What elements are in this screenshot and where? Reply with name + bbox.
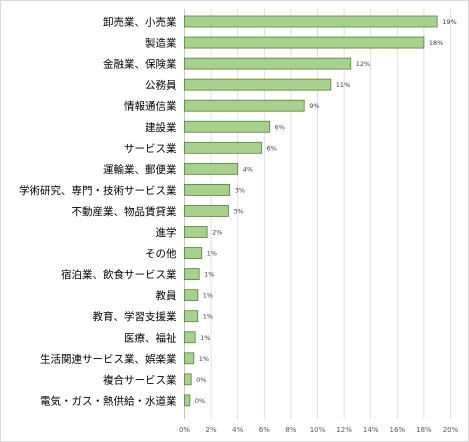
bar bbox=[184, 352, 195, 365]
category-label: 製造業 bbox=[145, 37, 177, 50]
category-label: 情報通信業 bbox=[124, 100, 177, 113]
value-label: 9% bbox=[309, 102, 319, 110]
x-tick-label: 20% bbox=[443, 426, 459, 434]
category-label: 公務員 bbox=[145, 79, 177, 92]
value-label: 19% bbox=[442, 18, 456, 26]
x-tick-label: 16% bbox=[390, 426, 406, 434]
category-label: 医療、福祉 bbox=[124, 331, 177, 344]
value-label: 1% bbox=[203, 292, 213, 300]
x-tick-label: 10% bbox=[310, 426, 326, 434]
bar bbox=[184, 162, 239, 175]
category-label: サービス業 bbox=[124, 142, 177, 155]
bar bbox=[184, 373, 192, 386]
bar bbox=[184, 331, 196, 344]
category-label: 生活関連サービス業、娯楽業 bbox=[40, 352, 177, 365]
bar bbox=[184, 120, 271, 133]
value-label: 6% bbox=[267, 144, 277, 152]
x-tick-label: 4% bbox=[232, 426, 243, 434]
bar bbox=[184, 205, 229, 217]
bar bbox=[184, 310, 199, 323]
bar bbox=[184, 289, 199, 302]
value-label: 1% bbox=[204, 271, 214, 279]
bar bbox=[184, 247, 203, 259]
category-label: 卸売業、小売業 bbox=[103, 16, 177, 29]
bar bbox=[184, 226, 208, 238]
value-label: 3% bbox=[233, 207, 243, 215]
value-label: 4% bbox=[243, 165, 253, 173]
bar bbox=[184, 36, 425, 49]
category-label: 宿泊業、飲食サービス業 bbox=[61, 268, 177, 281]
value-label: 1% bbox=[207, 250, 217, 258]
bar bbox=[184, 99, 305, 112]
value-label: 6% bbox=[275, 123, 285, 131]
bar bbox=[184, 57, 352, 70]
category-label: 運輸業、郵便業 bbox=[103, 163, 177, 176]
value-label: 12% bbox=[356, 60, 370, 68]
category-label: 教育、学習支援業 bbox=[93, 310, 177, 323]
category-label: その他 bbox=[145, 247, 177, 260]
bar bbox=[184, 78, 332, 91]
x-tick-label: 8% bbox=[285, 426, 296, 434]
x-tick-label: 14% bbox=[363, 426, 379, 434]
value-label: 18% bbox=[429, 39, 443, 47]
bar bbox=[184, 183, 231, 196]
bar bbox=[184, 15, 438, 28]
category-label: 建設業 bbox=[145, 121, 177, 134]
category-label: 教員 bbox=[156, 289, 177, 302]
x-tick-label: 12% bbox=[336, 426, 352, 434]
bar bbox=[184, 141, 263, 154]
value-label: 0% bbox=[196, 376, 206, 384]
bar bbox=[184, 268, 200, 281]
value-label: 11% bbox=[336, 81, 350, 89]
value-label: 0% bbox=[195, 397, 205, 405]
category-label: 学術研究、専門・技術サービス業 bbox=[19, 184, 177, 197]
x-tick-label: 0% bbox=[179, 426, 190, 434]
value-label: 1% bbox=[203, 313, 213, 321]
value-label: 3% bbox=[235, 186, 245, 194]
x-tick-label: 6% bbox=[259, 426, 270, 434]
category-label: 不動産業、物品賃貸業 bbox=[72, 205, 177, 218]
category-label: 電気・ガス・熱供給・水道業 bbox=[40, 394, 177, 407]
value-label: 1% bbox=[199, 355, 209, 363]
value-label: 1% bbox=[200, 334, 210, 342]
category-label: 金融業、保険業 bbox=[103, 58, 177, 71]
x-tick-label: 2% bbox=[206, 426, 217, 434]
category-label: 進学 bbox=[156, 226, 177, 239]
category-label: 複合サービス業 bbox=[103, 373, 177, 386]
value-label: 2% bbox=[212, 229, 222, 237]
bar bbox=[184, 394, 191, 407]
x-tick-label: 18% bbox=[416, 426, 432, 434]
